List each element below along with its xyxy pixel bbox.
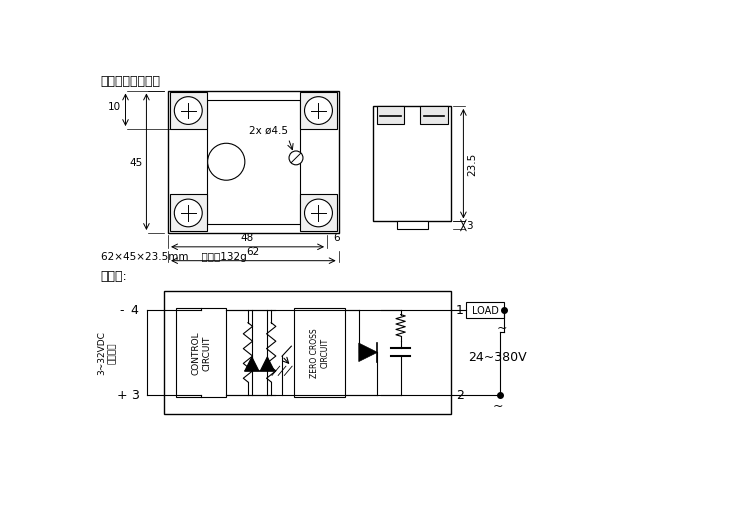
Bar [397,222,428,230]
Bar [376,107,404,125]
Bar [373,107,451,222]
Text: 外形尺寸及重量：: 外形尺寸及重量： [101,74,161,87]
Text: 3: 3 [131,388,139,401]
Text: 10: 10 [108,102,121,112]
Bar [300,93,337,130]
Text: 48: 48 [241,233,254,243]
Bar [176,308,226,397]
Text: ZERO CROSS
CIRCUIT: ZERO CROSS CIRCUIT [310,328,330,377]
Bar [169,93,207,130]
Bar [168,91,339,233]
Text: 1: 1 [456,304,463,317]
Polygon shape [359,343,377,362]
Text: 4: 4 [131,304,139,317]
Text: ~: ~ [493,399,503,412]
Circle shape [175,199,202,227]
Text: 3~32VDC: 3~32VDC [98,331,107,375]
Polygon shape [260,357,274,371]
Text: 3: 3 [466,221,473,231]
Text: 45: 45 [129,158,142,168]
Text: CONTROL
CIRCUIT: CONTROL CIRCUIT [191,331,211,374]
Text: -: - [119,304,124,317]
Bar [294,308,345,397]
Text: 6: 6 [333,233,340,243]
Circle shape [208,144,245,181]
Polygon shape [245,357,259,371]
Text: 23.5: 23.5 [468,153,478,176]
Text: 2x ø4.5: 2x ø4.5 [249,126,289,136]
Text: 62: 62 [246,246,260,257]
Circle shape [289,152,303,166]
Bar [207,100,300,224]
Text: LOAD: LOAD [472,306,498,315]
Bar [164,291,451,414]
Bar [300,195,337,232]
Bar [169,195,207,232]
Circle shape [175,97,202,125]
Text: +: + [116,388,127,401]
Text: 接线图:: 接线图: [101,270,128,283]
Text: 控制信号: 控制信号 [108,342,117,364]
Bar [466,302,503,319]
Bar [420,107,448,125]
Text: 24~380V: 24~380V [468,350,527,363]
Circle shape [305,199,333,227]
Text: 2: 2 [456,388,463,401]
Circle shape [305,97,333,125]
Text: 62×45×23.5mm    重量：132g: 62×45×23.5mm 重量：132g [101,251,246,261]
Text: ~: ~ [497,321,507,334]
